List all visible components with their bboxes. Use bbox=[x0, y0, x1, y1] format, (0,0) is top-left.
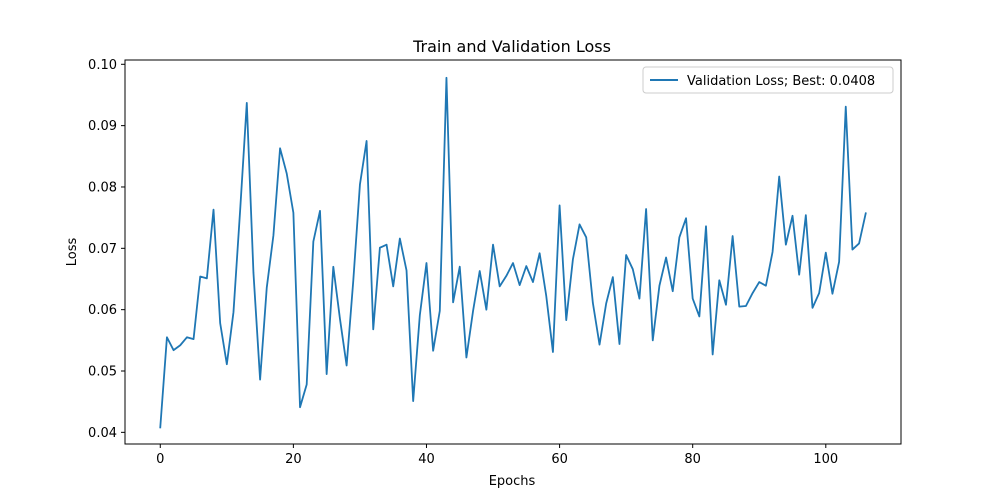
plot-area bbox=[159, 76, 867, 429]
y-tick-label: 0.08 bbox=[88, 180, 117, 195]
x-tick-label: 60 bbox=[551, 452, 568, 467]
x-axis-label: Epochs bbox=[489, 474, 536, 489]
plot-frame bbox=[124, 59, 902, 445]
y-axis: 0.04 0.05 0.06 0.07 0.08 0.09 0.10 bbox=[88, 58, 125, 441]
y-tick-label: 0.10 bbox=[88, 58, 117, 73]
x-tick-label: 20 bbox=[285, 452, 302, 467]
y-tick-label: 0.05 bbox=[88, 365, 117, 380]
x-tick-label: 100 bbox=[813, 452, 838, 467]
legend-box bbox=[642, 66, 894, 94]
y-tick-label: 0.04 bbox=[88, 426, 117, 441]
y-axis-label: Loss bbox=[65, 238, 80, 267]
x-tick-label: 40 bbox=[418, 452, 435, 467]
y-tick-label: 0.07 bbox=[88, 242, 117, 257]
x-tick-label: 80 bbox=[684, 452, 701, 467]
series-line-0 bbox=[159, 76, 867, 429]
legend-entry-label: Validation Loss; Best: 0.0408 bbox=[687, 74, 875, 89]
y-tick-label: 0.09 bbox=[88, 119, 117, 134]
x-tick-label: 0 bbox=[156, 452, 164, 467]
legend: Validation Loss; Best: 0.0408 bbox=[642, 66, 894, 94]
x-axis: 0 20 40 60 80 100 bbox=[156, 444, 838, 467]
chart-title: Train and Validation Loss bbox=[412, 37, 611, 56]
y-tick-label: 0.06 bbox=[88, 303, 117, 318]
